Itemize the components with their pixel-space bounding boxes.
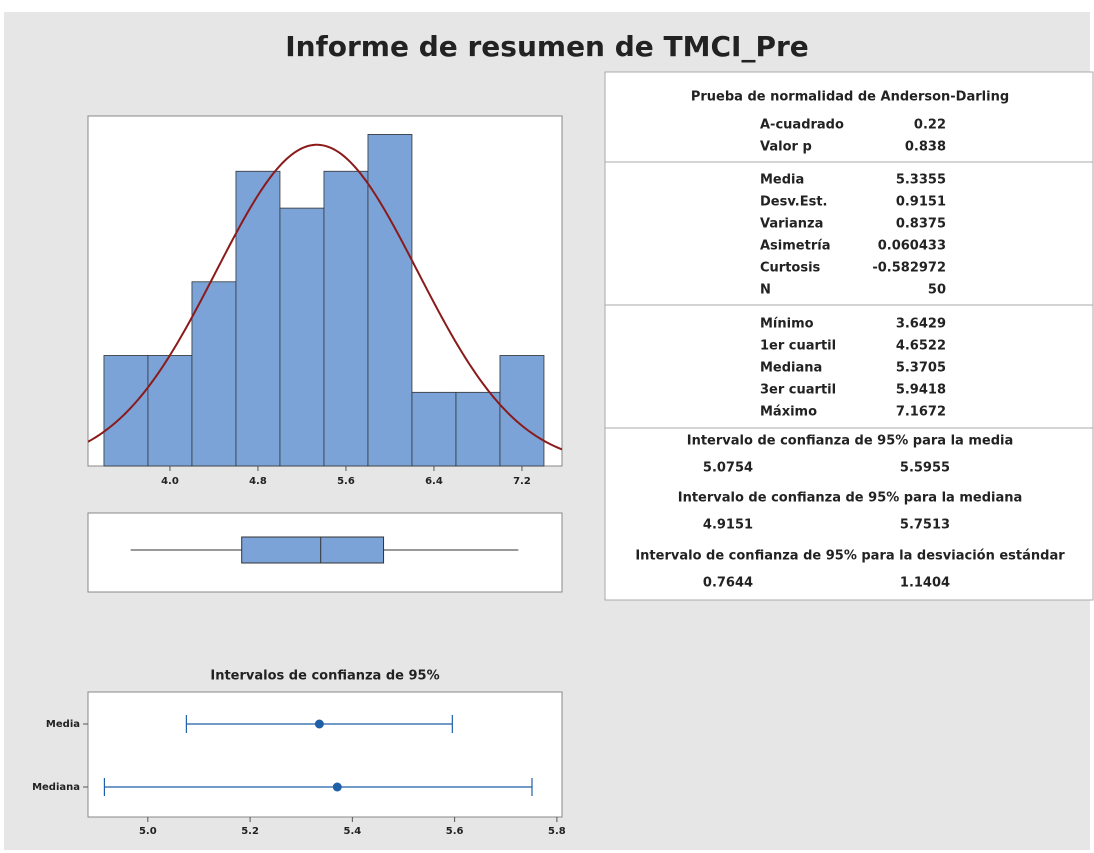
stat-label: Asimetría xyxy=(760,239,830,254)
stat-label: Mínimo xyxy=(760,317,814,332)
x-tick-label: 7.2 xyxy=(513,476,531,487)
ci-upper: 5.7513 xyxy=(900,518,950,533)
stat-value: 7.1672 xyxy=(896,405,946,420)
x-tick-label: 6.4 xyxy=(425,476,443,487)
bar xyxy=(191,281,237,467)
x-tick-label: 4.8 xyxy=(249,476,267,487)
stat-value: 0.8375 xyxy=(896,217,946,232)
stat-label: Máximo xyxy=(760,405,817,420)
stat-label: 3er cuartil xyxy=(760,383,836,398)
ci-title: Intervalo de confianza de 95% para la me… xyxy=(678,491,1023,506)
stat-value: -0.582972 xyxy=(872,261,946,276)
bar xyxy=(279,207,325,467)
y-tick-label: Mediana xyxy=(32,782,80,793)
ci-lower: 4.9151 xyxy=(703,518,753,533)
stat-label: N xyxy=(760,283,771,298)
stat-value: 0.9151 xyxy=(896,195,946,210)
ci-title: Intervalo de confianza de 95% para la me… xyxy=(687,434,1014,449)
report-title: Informe de resumen de TMCI_Pre xyxy=(285,30,809,63)
stat-label: 1er cuartil xyxy=(760,339,836,354)
x-tick-label: 5.4 xyxy=(343,826,361,837)
bar xyxy=(147,355,193,467)
stat-label: Valor p xyxy=(760,140,812,155)
interval-frame xyxy=(87,691,563,818)
stat-value: 0.838 xyxy=(905,140,946,155)
x-tick-label: 5.6 xyxy=(446,826,464,837)
stat-label: Mediana xyxy=(760,361,822,376)
stat-label: Varianza xyxy=(760,217,823,232)
ci-upper: 1.1404 xyxy=(900,576,950,591)
bar xyxy=(499,355,545,467)
stat-value: 5.9418 xyxy=(896,383,946,398)
stat-value: 4.6522 xyxy=(896,339,946,354)
stat-value: 50 xyxy=(928,283,946,298)
ci-lower: 0.7644 xyxy=(703,576,753,591)
stat-label: Media xyxy=(760,173,804,188)
stat-label: Desv.Est. xyxy=(760,195,827,210)
bar xyxy=(367,134,413,467)
x-tick-label: 4.0 xyxy=(161,476,179,487)
box xyxy=(241,536,385,564)
y-tick-label: Media xyxy=(46,719,80,730)
stats-panel xyxy=(604,71,1094,601)
stat-value: 0.060433 xyxy=(878,239,946,254)
stat-label: Curtosis xyxy=(760,261,821,276)
bar xyxy=(455,391,501,467)
point xyxy=(314,719,324,729)
x-tick-label: 5.2 xyxy=(241,826,259,837)
bar xyxy=(235,170,281,467)
stat-value: 3.6429 xyxy=(896,317,946,332)
bar xyxy=(323,170,369,467)
bar xyxy=(411,391,457,467)
stat-value: 5.3705 xyxy=(896,361,946,376)
stat-label: A-cuadrado xyxy=(760,118,844,133)
x-tick-label: 5.8 xyxy=(548,826,566,837)
ci-lower: 5.0754 xyxy=(703,461,753,476)
normal-curve xyxy=(88,143,562,451)
bar xyxy=(103,355,149,467)
stats-title: Prueba de normalidad de Anderson-Darling xyxy=(691,90,1009,105)
stat-value: 5.3355 xyxy=(896,173,946,188)
stat-value: 0.22 xyxy=(914,118,946,133)
x-tick-label: 5.6 xyxy=(337,476,355,487)
ci-title: Intervalo de confianza de 95% para la de… xyxy=(635,549,1065,564)
chart-title: Intervalos de confianza de 95% xyxy=(210,669,439,684)
ci-upper: 5.5955 xyxy=(900,461,950,476)
x-tick-label: 5.0 xyxy=(139,826,157,837)
point xyxy=(332,782,342,792)
